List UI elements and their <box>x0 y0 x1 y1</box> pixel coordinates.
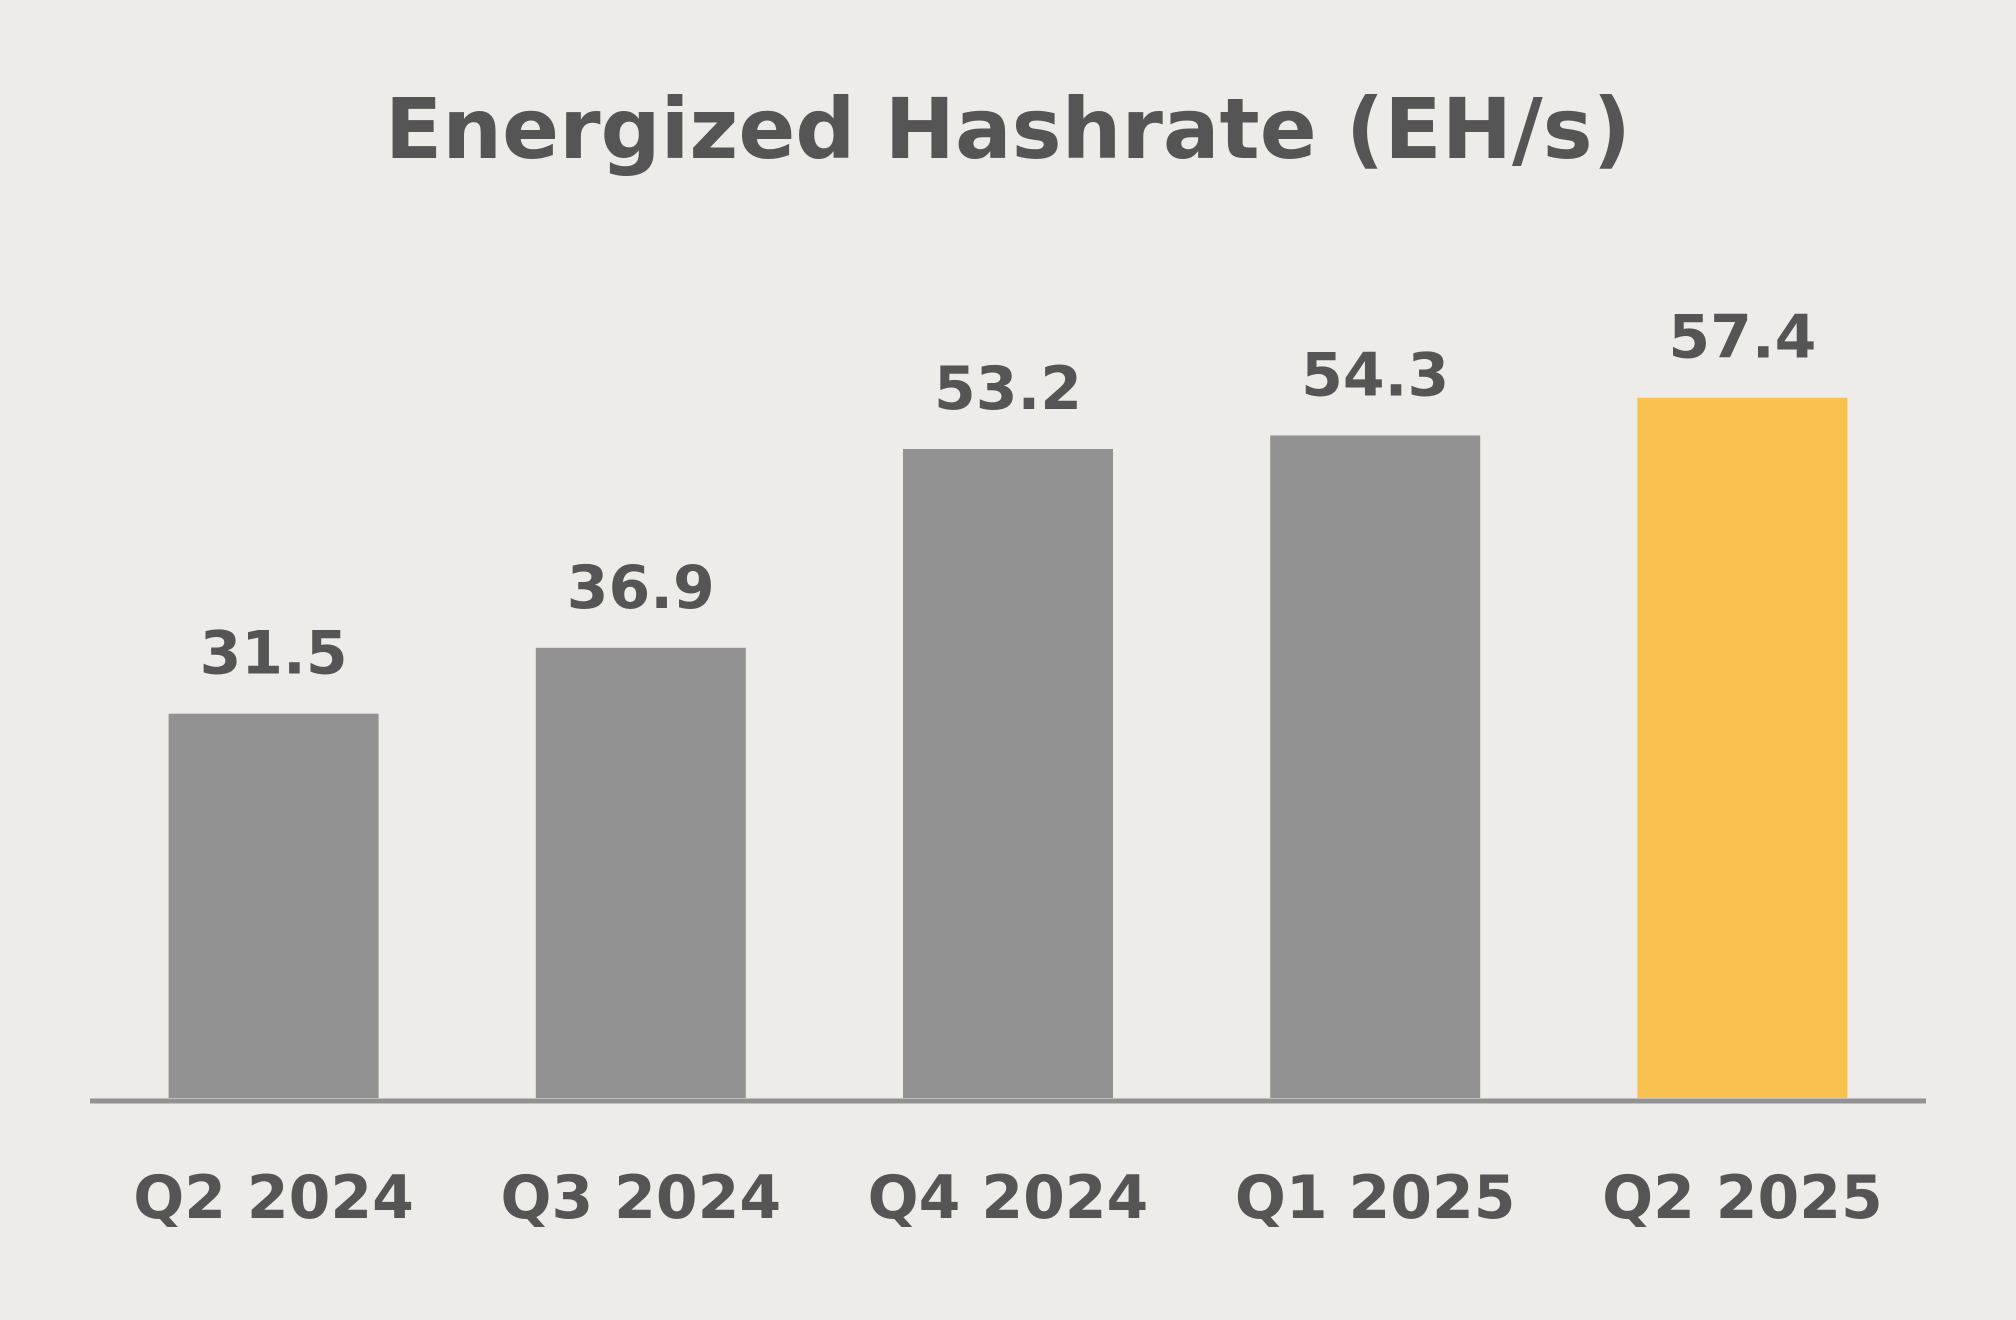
x-tick-label: Q2 2024 <box>133 1163 414 1233</box>
x-tick-label: Q2 2025 <box>1602 1163 1883 1233</box>
chart-title: Energized Hashrate (EH/s) <box>385 80 1631 178</box>
x-tick-label: Q4 2024 <box>868 1163 1149 1233</box>
x-tick-labels: Q2 2024 Q3 2024 Q4 2024 Q1 2025 Q2 2025 <box>133 1163 1882 1233</box>
value-labels-group: 31.5 36.9 53.2 54.3 57.4 <box>200 303 1817 689</box>
bar-q2-2024 <box>168 713 379 1098</box>
bar-q2-2025 <box>1637 397 1848 1098</box>
x-tick-label: Q1 2025 <box>1235 1163 1516 1233</box>
bar-q1-2025 <box>1270 435 1481 1098</box>
value-label: 31.5 <box>200 619 348 689</box>
value-label: 36.9 <box>567 553 715 623</box>
value-label: 53.2 <box>934 354 1082 424</box>
x-tick-label: Q3 2024 <box>500 1163 781 1233</box>
value-label: 54.3 <box>1301 341 1449 411</box>
bars-group <box>168 397 1848 1098</box>
bar-q3-2024 <box>535 647 746 1098</box>
value-label: 57.4 <box>1668 303 1816 373</box>
bar-q4-2024 <box>903 449 1113 1098</box>
